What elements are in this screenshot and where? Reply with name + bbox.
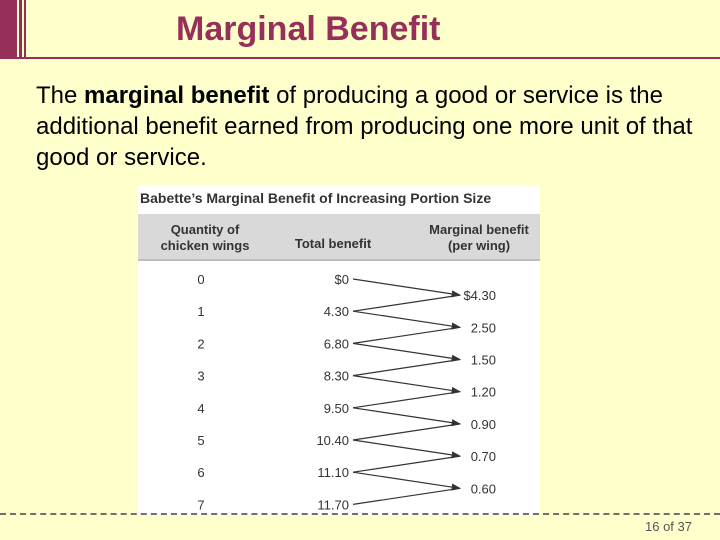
slide-title: Marginal Benefit (176, 10, 441, 48)
zigzag-arrow (352, 407, 462, 427)
quantity-cell: 5 (197, 433, 204, 448)
zigzag-line (352, 423, 461, 441)
marginal-benefit-cell: 0.90 (471, 417, 496, 432)
total-benefit-cell: 11.10 (317, 465, 349, 480)
marginal-benefit-cell: 0.60 (471, 481, 496, 496)
header-marginal-line2: (per wing) (447, 238, 511, 253)
quantity-cell: 4 (197, 401, 204, 416)
footer-line (0, 513, 720, 515)
definition-text: The marginal benefit of producing a good… (36, 80, 706, 173)
header-quantity-line1: Quantity of (170, 222, 240, 237)
table-body: 0 $0 1 4.30 2 6.80 3 8.30 4 9.50 5 10.40 6 11.10 7 11.7… (197, 272, 496, 512)
definition-term: marginal benefit (84, 82, 270, 109)
quantity-cell: 3 (197, 369, 204, 384)
total-benefit-cell: 10.40 (316, 433, 349, 448)
total-benefit-cell: 6.80 (324, 336, 349, 351)
zigzag-line (352, 487, 461, 505)
page-number: 16 of 37 (645, 519, 692, 534)
marginal-benefit-table: Babette’s Marginal Benefit of Increasing… (138, 185, 540, 515)
total-benefit-cell: 4.30 (324, 304, 349, 319)
total-benefit-cell: 8.30 (324, 369, 349, 384)
zigzag-arrow (352, 278, 462, 298)
header-quantity: Quantity of chicken wings (150, 222, 260, 254)
zigzag-arrow (352, 471, 462, 491)
marginal-benefit-cell: 1.20 (471, 385, 496, 400)
header-marginal-benefit: Marginal benefit (per wing) (418, 222, 540, 254)
zigzag-line (352, 358, 461, 377)
zigzag-line (352, 326, 461, 344)
zigzag-line (352, 294, 461, 312)
decorative-bar (19, 0, 22, 58)
total-benefit-cell: $0 (335, 272, 349, 287)
total-benefit-cell: 9.50 (324, 401, 349, 416)
decorative-bar (24, 0, 26, 58)
table-title: Babette’s Marginal Benefit of Increasing… (140, 190, 492, 206)
zigzag-arrow (352, 310, 462, 330)
marginal-benefit-cell: $4.30 (463, 288, 496, 303)
marginal-benefit-cell: 0.70 (471, 449, 496, 464)
quantity-cell: 1 (197, 304, 204, 319)
header-marginal-line1: Marginal benefit (429, 222, 529, 237)
definition-post: of producing a good or service is the ad… (36, 82, 693, 171)
header-quantity-line2: chicken wings (160, 238, 250, 253)
quantity-cell: 6 (197, 465, 204, 480)
marginal-benefit-cell: 1.50 (471, 353, 496, 368)
marginal-benefit-cell: 2.50 (471, 320, 496, 335)
quantity-cell: 7 (197, 497, 204, 512)
decorative-bar (0, 0, 17, 58)
quantity-cell: 2 (197, 336, 204, 351)
quantity-cell: 0 (197, 272, 204, 287)
header-total-benefit: Total benefit (294, 236, 372, 251)
zigzag-line (352, 455, 461, 473)
total-benefit-cell: 11.70 (317, 497, 349, 512)
title-rule (0, 57, 720, 59)
definition-pre: The (36, 82, 85, 109)
table-header: Quantity of chicken wings Total benefit … (138, 214, 540, 261)
zigzag-line (352, 391, 461, 409)
zigzag-arrow (352, 375, 462, 395)
zigzag-arrow (352, 439, 462, 459)
zigzag-arrow (352, 342, 462, 362)
